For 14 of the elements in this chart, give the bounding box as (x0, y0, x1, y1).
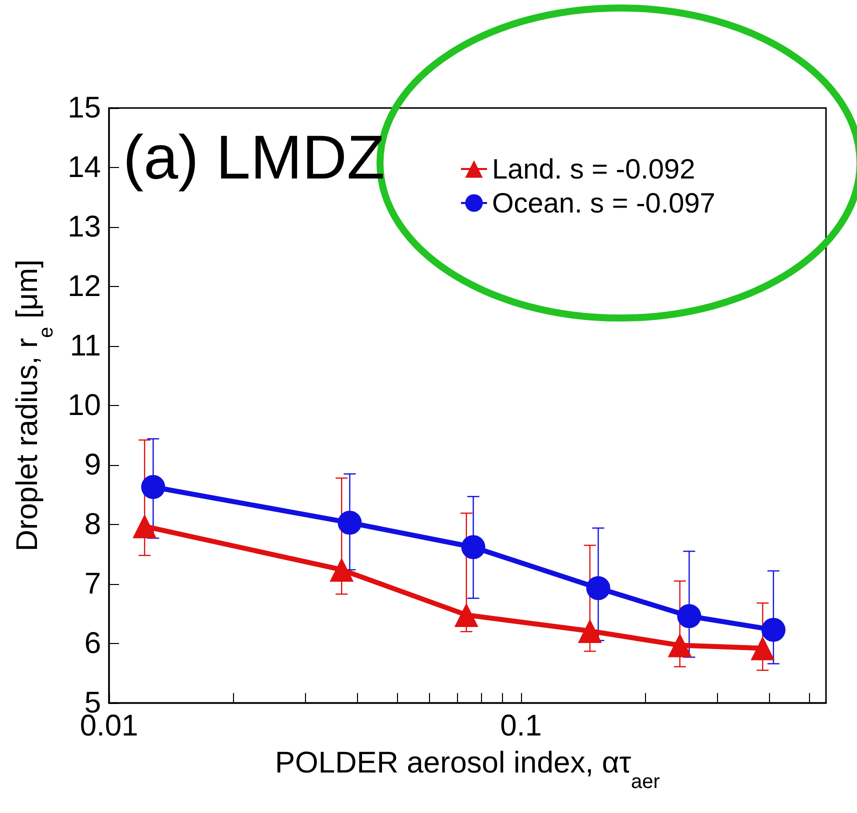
y-tick-label: 11 (70, 330, 101, 362)
y-tick-label: 13 (68, 210, 101, 244)
y-tick-label: 15 (68, 92, 101, 124)
y-axis-title: Droplet radius, re [μm] (11, 260, 58, 552)
y-tick-label: 12 (68, 270, 101, 303)
y-tick-label: 14 (68, 151, 101, 184)
y-tick-label: 10 (68, 389, 101, 422)
y-tick-label: 9 (84, 448, 101, 482)
y-tick-label: 8 (84, 508, 101, 541)
x-tick-label: 0.1 (500, 710, 542, 742)
y-tick-label: 6 (84, 627, 101, 660)
y-tick-label: 7 (84, 568, 101, 600)
legend-label: Land. s = -0.092 (492, 154, 696, 184)
legend-label: Ocean. s = -0.097 (492, 188, 716, 218)
